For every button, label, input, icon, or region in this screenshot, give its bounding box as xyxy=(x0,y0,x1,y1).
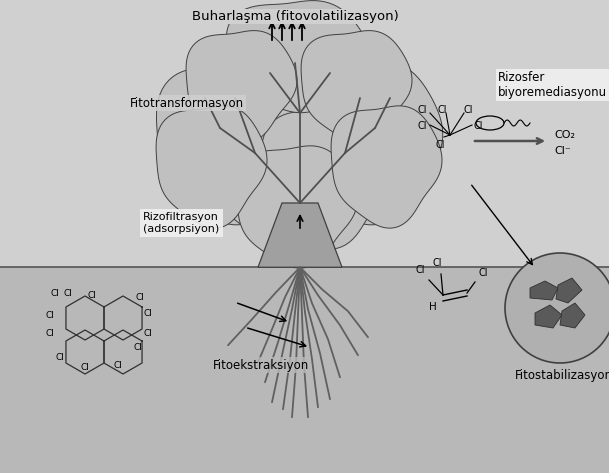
Bar xyxy=(0,0,609,267)
Polygon shape xyxy=(258,203,342,267)
Text: Rizofiltrasyon
(adsorpsiyon): Rizofiltrasyon (adsorpsiyon) xyxy=(143,212,219,234)
Polygon shape xyxy=(156,106,267,228)
Text: Cl: Cl xyxy=(437,105,447,115)
Text: Cl: Cl xyxy=(133,343,143,352)
Text: Cl: Cl xyxy=(473,121,483,131)
Text: Cl: Cl xyxy=(144,308,152,317)
Text: Buharlaşma (fitovolatilizasyon): Buharlaşma (fitovolatilizasyon) xyxy=(192,10,398,23)
Text: Fitotransformasyon: Fitotransformasyon xyxy=(130,96,244,110)
Polygon shape xyxy=(301,31,412,143)
Polygon shape xyxy=(236,146,357,268)
Text: Rizosfer
biyoremediasyonu: Rizosfer biyoremediasyonu xyxy=(498,71,607,99)
Polygon shape xyxy=(530,281,558,300)
Polygon shape xyxy=(202,23,393,216)
Polygon shape xyxy=(157,62,308,225)
Text: Cl: Cl xyxy=(478,268,488,278)
Text: Cl: Cl xyxy=(415,265,424,275)
Text: Cl: Cl xyxy=(417,121,427,131)
Polygon shape xyxy=(556,278,582,303)
Circle shape xyxy=(505,253,609,363)
Text: Cl: Cl xyxy=(80,363,90,373)
Text: Cl: Cl xyxy=(51,289,60,298)
Text: Cl: Cl xyxy=(432,258,442,268)
Polygon shape xyxy=(227,0,368,113)
Polygon shape xyxy=(331,106,442,228)
Polygon shape xyxy=(186,31,297,143)
Text: Cl: Cl xyxy=(46,329,54,338)
Polygon shape xyxy=(211,101,342,244)
Polygon shape xyxy=(292,62,443,225)
Polygon shape xyxy=(535,305,562,328)
Text: Fitoekstraksiyon: Fitoekstraksiyon xyxy=(213,359,309,371)
Text: Cl⁻: Cl⁻ xyxy=(554,146,571,156)
Text: Cl: Cl xyxy=(463,105,473,115)
Text: Cl: Cl xyxy=(55,353,65,362)
Text: H: H xyxy=(429,302,437,312)
Bar xyxy=(0,267,609,473)
Text: Cl: Cl xyxy=(88,290,96,299)
Text: Cl: Cl xyxy=(46,310,54,319)
Text: Cl: Cl xyxy=(417,105,427,115)
Text: CO₂: CO₂ xyxy=(554,130,575,140)
Polygon shape xyxy=(261,106,392,249)
Text: Cl: Cl xyxy=(136,294,144,303)
Text: Cl: Cl xyxy=(113,360,122,369)
Text: Cl: Cl xyxy=(144,329,152,338)
Polygon shape xyxy=(560,303,585,328)
Text: Cl: Cl xyxy=(63,289,72,298)
Text: Cl: Cl xyxy=(435,140,445,150)
Text: Fitostabilizasyon: Fitostabilizasyon xyxy=(515,368,609,382)
